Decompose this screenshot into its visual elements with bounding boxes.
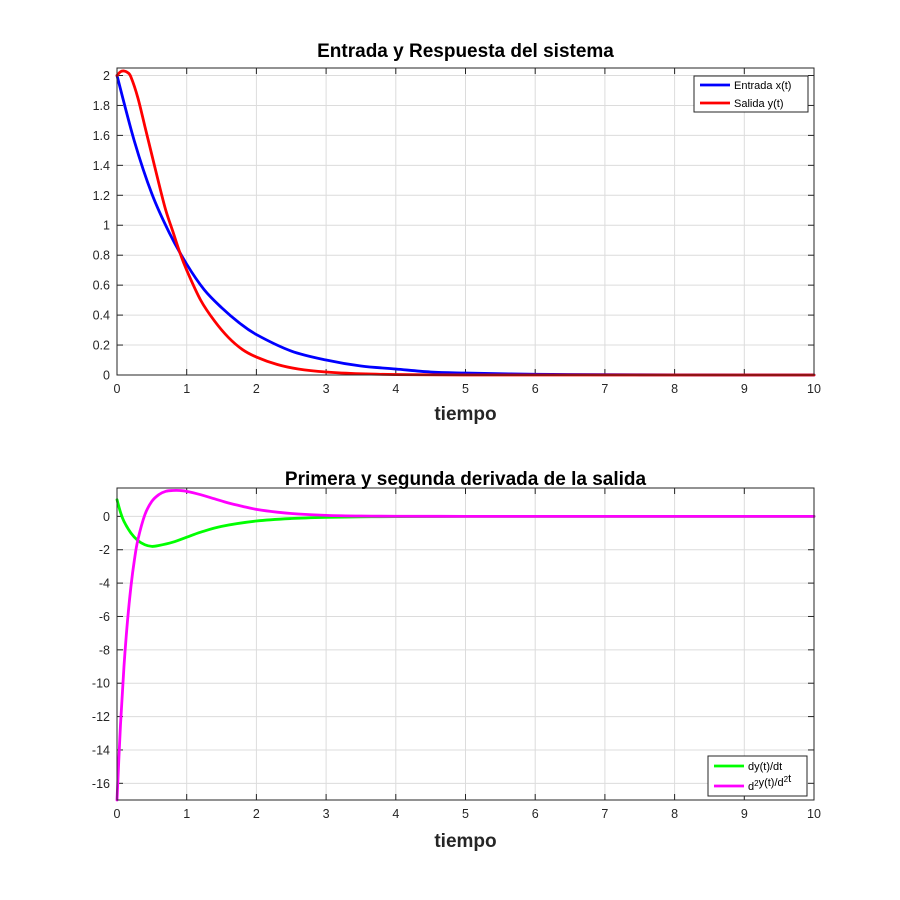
- x-tick-label: 9: [741, 807, 748, 821]
- axes-box-bottom: [116, 487, 815, 801]
- x-tick-label: 5: [462, 807, 469, 821]
- y-tick-label: 0.4: [93, 309, 110, 323]
- y-tick-label: 2: [103, 69, 110, 83]
- grid-top: [116, 68, 815, 376]
- y-tick-label: -2: [99, 543, 110, 557]
- y-tick-label: 0: [103, 369, 110, 383]
- x-axis-label-top: tiempo: [434, 404, 496, 425]
- chart-title-bottom: Primera y segunda derivada de la salida: [285, 469, 647, 490]
- legend-box: [707, 755, 808, 797]
- x-tick-label: 1: [183, 807, 190, 821]
- y-tick-label: 1: [103, 219, 110, 233]
- y-tick-label: -10: [92, 677, 110, 691]
- x-axis-label-bottom: tiempo: [434, 831, 496, 852]
- y-tick-label: 1.6: [93, 129, 110, 143]
- y-tick-labels-top: 0 0.2 0.4 0.6 0.8 1 1.2 1.4 1.6 1.8 2: [93, 69, 110, 383]
- y-tick-label: 1.4: [93, 159, 110, 173]
- x-tick-label: 9: [741, 382, 748, 396]
- y-tick-label: 0.2: [93, 339, 110, 353]
- x-tick-label: 1: [183, 382, 190, 396]
- x-tick-label: 4: [392, 807, 399, 821]
- x-tick-labels-top: 0 1 2 3 4 5 6 7 8 9 10: [114, 382, 821, 396]
- chart-top: 0 1 2 3 4 5 6 7 8 9 10 0 0.2 0.4 0.6 0.8 1 1.2 1.4 1.6 1.8 2…: [93, 41, 821, 425]
- x-tick-label: 6: [532, 382, 539, 396]
- x-tick-label: 0: [114, 807, 121, 821]
- y-tick-label: 0: [103, 510, 110, 524]
- x-tick-label: 2: [253, 382, 260, 396]
- x-tick-label: 7: [601, 382, 608, 396]
- y-tick-label: -14: [92, 743, 110, 757]
- legend-label: dy(t)/dt: [748, 761, 782, 773]
- legend-label: Salida y(t): [734, 98, 784, 110]
- x-tick-label: 8: [671, 807, 678, 821]
- series-group-bottom: [115, 488, 816, 802]
- x-tick-label: 2: [253, 807, 260, 821]
- y-tick-label: 1.2: [93, 189, 110, 203]
- x-tick-label: 10: [807, 382, 821, 396]
- y-tick-label: -4: [99, 577, 110, 591]
- x-tick-label: 4: [392, 382, 399, 396]
- y-tick-label: -8: [99, 643, 110, 657]
- x-tick-label: 3: [323, 807, 330, 821]
- y-tick-labels-bottom: 0 -2 -4 -6 -8 -10 -12 -14 -16: [92, 510, 110, 791]
- y-tick-label: 0.6: [93, 279, 110, 293]
- axes-box-top: [116, 67, 815, 376]
- legend-label: Entrada x(t): [734, 80, 791, 92]
- y-tick-label: 0.8: [93, 249, 110, 263]
- x-tick-label: 6: [532, 807, 539, 821]
- series-line-1-1: [115, 488, 816, 802]
- x-tick-label: 0: [114, 382, 121, 396]
- x-tick-label: 3: [323, 382, 330, 396]
- chart-bottom: 0 1 2 3 4 5 6 7 8 9 10 0 -2 -4 -6 -8 -10 -12 -14 -16 Prime…: [92, 469, 821, 852]
- y-tick-label: -12: [92, 710, 110, 724]
- x-tick-labels-bottom: 0 1 2 3 4 5 6 7 8 9 10: [114, 807, 821, 821]
- legend-label: d2y(t)/d2t: [748, 773, 791, 793]
- y-tick-label: -16: [92, 777, 110, 791]
- legend-top[interactable]: Entrada x(t) Salida y(t): [693, 75, 809, 113]
- x-tick-label: 8: [671, 382, 678, 396]
- y-tick-label: 1.8: [93, 99, 110, 113]
- legend-box: [693, 75, 809, 113]
- y-tick-label: -6: [99, 610, 110, 624]
- x-tick-label: 10: [807, 807, 821, 821]
- x-tick-label: 7: [601, 807, 608, 821]
- chart-title-top: Entrada y Respuesta del sistema: [317, 41, 614, 62]
- x-tick-label: 5: [462, 382, 469, 396]
